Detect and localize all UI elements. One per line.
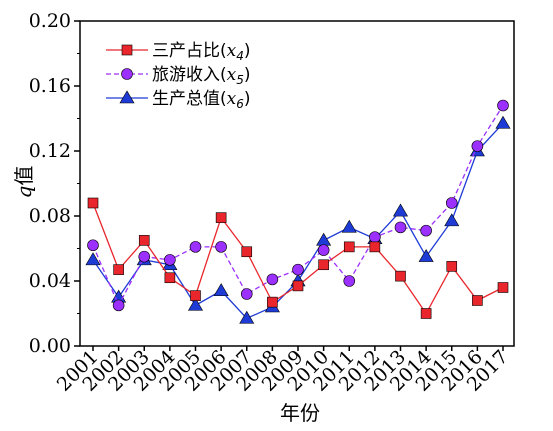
data-point-square [292, 280, 304, 292]
legend-item-triangle: 生产总值(x6) [106, 89, 251, 111]
y-tick-label: 0.04 [29, 270, 71, 292]
data-point-circle [369, 231, 381, 243]
data-point-square [267, 296, 278, 308]
data-point-square [190, 290, 201, 301]
data-point-circle [394, 221, 407, 234]
y-axis-title-var: q [12, 186, 36, 199]
y-tick-label: 0.16 [29, 75, 71, 97]
data-point-circle [471, 140, 484, 152]
legend-label: 旅游收入(x5) [152, 65, 251, 87]
data-point-triangle [213, 283, 229, 297]
data-point-square [395, 270, 406, 282]
data-point-square [87, 197, 99, 209]
legend-label: 生产总值(x6) [152, 89, 251, 111]
data-point-circle [215, 241, 227, 253]
series-line-circle [92, 105, 504, 307]
data-point-triangle [239, 310, 255, 324]
tick-labels: 0.000.040.080.120.160.202001200220032004… [29, 10, 513, 396]
data-point-square [420, 308, 432, 319]
data-point-square [497, 282, 509, 293]
data-point-square [113, 264, 124, 275]
data-point-triangle [187, 297, 204, 311]
data-point-circle [112, 299, 125, 312]
data-point-circle [87, 239, 99, 252]
y-tick-label: 0.12 [29, 140, 71, 162]
legend-item-square: 三产占比(x4) [106, 41, 251, 63]
legend-label: 三产占比(x4) [152, 41, 251, 63]
data-point-square [215, 212, 227, 223]
data-point-square [343, 241, 355, 253]
data-point-triangle [316, 232, 332, 246]
data-point-triangle [444, 213, 460, 227]
data-point-circle [164, 254, 176, 266]
axes-frame [74, 20, 515, 351]
data-point-square [164, 272, 176, 284]
x-axis-title: 年份 [280, 401, 320, 425]
legend-marker [119, 90, 135, 104]
y-tick-label: 0.20 [29, 10, 71, 32]
data-point-triangle [341, 219, 357, 233]
data-point-square [241, 246, 253, 258]
y-tick-label: 0.08 [29, 205, 71, 227]
data-point-triangle [85, 252, 101, 266]
data-point-circle [497, 99, 509, 112]
series-square [87, 197, 509, 319]
data-point-square [446, 261, 458, 272]
series-triangle [85, 115, 511, 324]
data-point-circle [292, 263, 304, 276]
series-layer [85, 99, 511, 324]
data-point-square [472, 295, 483, 306]
legend-marker [121, 44, 133, 56]
y-axis-title-suffix: 值 [12, 166, 36, 186]
data-point-circle [343, 275, 356, 287]
y-tick-label: 0.00 [29, 335, 71, 357]
legend: 三产占比(x4)旅游收入(x5)生产总值(x6) [106, 41, 251, 111]
data-point-square [369, 241, 381, 253]
data-point-circle [240, 288, 253, 300]
legend-item-circle: 旅游收入(x5) [106, 65, 251, 87]
data-point-triangle [392, 203, 409, 217]
data-point-circle [317, 244, 330, 256]
plot-frame [79, 20, 515, 347]
data-point-circle [266, 273, 279, 286]
data-point-circle [420, 224, 432, 237]
data-point-square [318, 259, 329, 271]
data-point-circle [138, 250, 151, 263]
data-point-triangle [495, 115, 511, 129]
data-point-circle [445, 197, 458, 209]
data-point-circle [189, 241, 202, 253]
legend-marker [121, 68, 133, 80]
y-axis-title: q值 [12, 166, 36, 199]
data-point-triangle [418, 249, 434, 262]
data-point-square [138, 235, 150, 246]
